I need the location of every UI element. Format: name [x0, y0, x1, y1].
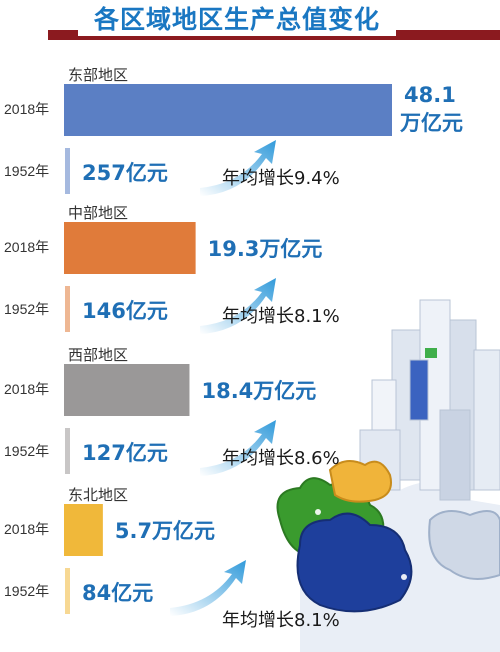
- growth-arrow-east: [200, 140, 276, 196]
- region-label-east: 东部地区: [68, 66, 128, 84]
- value-label-1952-west: 127亿元: [82, 441, 168, 465]
- rooftop-green: [425, 348, 437, 358]
- year-label-2018-west: 2018年: [4, 381, 49, 397]
- growth-label-west: 年均增长8.6%: [222, 448, 340, 469]
- puzzle-piece-blue: [296, 512, 413, 613]
- puzzle-piece-gray: [428, 510, 500, 580]
- region-label-northeast: 东北地区: [68, 486, 128, 504]
- puzzle-piece-yellow: [328, 460, 392, 503]
- growth-arrow-west: [200, 420, 276, 476]
- value-label-1952-central: 146亿元: [82, 299, 168, 323]
- value-label-2018-central: 19.3万亿元: [208, 237, 323, 261]
- year-label-2018-northeast: 2018年: [4, 521, 49, 537]
- year-label-1952-northeast: 1952年: [4, 583, 49, 599]
- title-banner: 各区域地区生产总值变化: [48, 4, 500, 44]
- value-unit-2018-east: 万亿元: [399, 111, 463, 135]
- value-label-1952-east: 257亿元: [82, 161, 168, 185]
- bar-1952-west: [65, 428, 70, 474]
- region-label-central: 中部地区: [68, 204, 128, 222]
- year-label-2018-east: 2018年: [4, 101, 49, 117]
- bar-1952-east: [65, 148, 70, 194]
- growth-arrow-northeast: [170, 560, 246, 616]
- year-label-2018-central: 2018年: [4, 239, 49, 255]
- region-label-west: 西部地区: [68, 346, 128, 364]
- value-label-2018-northeast: 5.7万亿元: [115, 519, 215, 543]
- growth-label-east: 年均增长9.4%: [222, 168, 340, 189]
- year-label-1952-central: 1952年: [4, 301, 49, 317]
- growth-arrow-central: [200, 278, 276, 334]
- value-label-2018-east: 48.1: [404, 83, 456, 107]
- value-label-2018-west: 18.4万亿元: [201, 379, 316, 403]
- sparkle: [315, 509, 321, 515]
- bar-2018-west: [64, 364, 190, 416]
- year-label-1952-west: 1952年: [4, 443, 49, 459]
- building-3: [473, 349, 500, 491]
- bar-2018-east: [64, 84, 392, 136]
- bar-2018-central: [64, 222, 196, 274]
- building-5: [409, 359, 429, 421]
- bar-2018-northeast: [64, 504, 103, 556]
- value-label-1952-northeast: 84亿元: [82, 581, 153, 605]
- city-puzzle-illustration: [276, 299, 500, 652]
- building-6: [439, 409, 471, 501]
- bar-1952-northeast: [65, 568, 70, 614]
- growth-label-central: 年均增长8.1%: [222, 306, 340, 327]
- bar-1952-central: [65, 286, 70, 332]
- chart-title: 各区域地区生产总值变化: [78, 4, 397, 36]
- sparkle: [401, 574, 407, 580]
- year-label-1952-east: 1952年: [4, 163, 49, 179]
- growth-label-northeast: 年均增长8.1%: [222, 610, 340, 631]
